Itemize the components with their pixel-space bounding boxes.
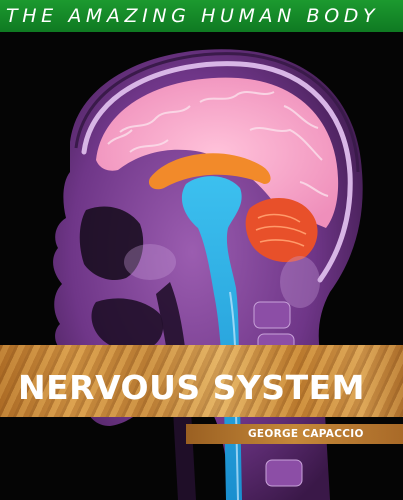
cerebellum-folds [255,213,307,247]
title-band [0,345,403,417]
cerebrum [96,77,339,228]
nasal-cavity [79,206,144,281]
book-title: NERVOUS SYSTEM [18,368,365,407]
cerebellum [245,197,318,263]
author-name: GEORGE CAPACCIO [248,428,364,440]
series-title: THE AMAZING HUMAN BODY [6,5,380,27]
author-band: GEORGE CAPACCIO [186,424,403,444]
oral-cavity [91,298,164,352]
corpus-callosum [148,153,271,190]
skull-outline [81,61,353,283]
series-band: THE AMAZING HUMAN BODY [0,0,403,32]
brainstem [181,176,242,500]
cerebral-folds [107,91,329,197]
scalp-outline [74,52,360,173]
